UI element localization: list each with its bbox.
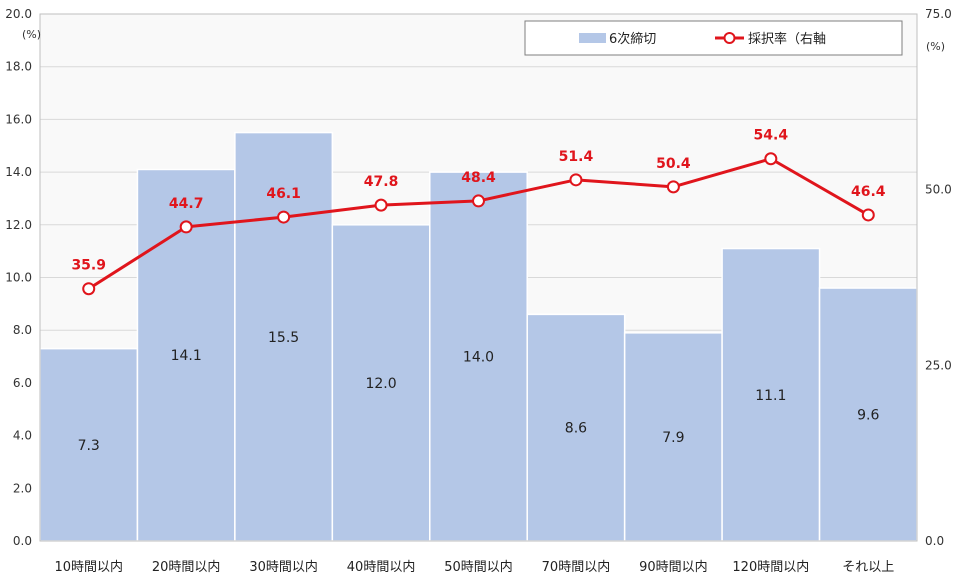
left-axis-ticks: 0.0 2.0 4.0 6.0 8.0 10.0 12.0 14.0 16.0 18.0 20.0: [5, 7, 32, 548]
left-tick-label: 4.0: [13, 429, 32, 443]
bar: [623, 332, 723, 542]
category-label: 50時間以内: [444, 559, 513, 575]
bar-value-label: 7.9: [662, 430, 684, 446]
rate-value-label: 50.4: [656, 156, 691, 172]
bar-value-labels: 7.3 14.1 15.5 12.0 14.0 8.6 7.9 11.1 9.6: [78, 330, 880, 454]
bar-value-label: 11.1: [755, 388, 786, 404]
left-tick-label: 8.0: [13, 323, 32, 337]
rate-point: [179, 220, 193, 234]
left-tick-label: 20.0: [5, 7, 32, 21]
right-axis-ticks: 0.0 25.0 50.0 75.0: [925, 7, 952, 548]
rate-value-label: 44.7: [169, 196, 204, 212]
bar: [234, 131, 334, 542]
bar-value-label: 7.3: [78, 438, 100, 454]
legend-bar-swatch: [579, 33, 606, 43]
left-tick-label: 10.0: [5, 271, 32, 285]
category-label: 70時間以内: [542, 559, 611, 575]
right-axis-unit: (%): [926, 40, 945, 53]
rate-point: [569, 173, 583, 187]
plot-border: [39, 13, 918, 542]
legend-bar-label: 6次締切: [609, 31, 656, 47]
rate-value-label: 46.1: [266, 186, 301, 202]
right-tick-label: 50.0: [925, 183, 952, 197]
bar-value-label: 8.6: [565, 421, 587, 437]
rate-point: [666, 180, 680, 194]
left-tick-label: 16.0: [5, 112, 32, 126]
left-tick-label: 6.0: [13, 376, 32, 390]
bars-group: [39, 131, 918, 542]
rate-value-label: 35.9: [71, 258, 106, 274]
category-label: 10時間以内: [54, 559, 123, 575]
rate-point: [277, 210, 291, 224]
left-axis-unit: (%): [22, 28, 41, 41]
rate-point: [374, 198, 388, 212]
left-tick-label: 14.0: [5, 165, 32, 179]
left-tick-label: 0.0: [13, 534, 32, 548]
rate-value-label: 48.4: [461, 170, 496, 186]
left-tick-label: 12.0: [5, 218, 32, 232]
rate-value-label: 51.4: [559, 149, 594, 165]
category-label: 120時間以内: [732, 559, 809, 575]
legend-line-marker: [723, 32, 736, 44]
rate-value-label: 54.4: [754, 128, 789, 144]
rate-line-group: [82, 152, 875, 296]
legend-box: [524, 20, 903, 56]
category-label: それ以上: [842, 560, 894, 575]
bar-value-label: 14.0: [463, 350, 494, 366]
category-label: 90時間以内: [639, 559, 708, 575]
right-tick-label: 75.0: [925, 7, 952, 21]
left-tick-label: 18.0: [5, 60, 32, 74]
legend: 6次締切 採択率（右軸: [524, 20, 903, 56]
category-labels: 10時間以内 20時間以内 30時間以内 40時間以内 50時間以内 70時間以内 90時間…: [54, 559, 894, 575]
rate-value-label: 47.8: [364, 174, 399, 190]
bar: [331, 224, 431, 542]
bar-value-label: 9.6: [857, 408, 879, 424]
rate-value-label: 46.4: [851, 184, 886, 200]
category-label: 20時間以内: [152, 559, 221, 575]
legend-line-label: 採択率（右軸: [748, 31, 826, 47]
right-tick-label: 0.0: [925, 534, 944, 548]
plot-frame: [39, 13, 918, 542]
bar: [721, 247, 821, 542]
bar-value-label: 12.0: [365, 376, 396, 392]
rate-point: [82, 282, 96, 296]
bar-value-label: 15.5: [268, 330, 299, 346]
category-label: 40時間以内: [347, 559, 416, 575]
bar-value-label: 14.1: [171, 348, 202, 364]
rate-point: [764, 152, 778, 166]
left-tick-label: 2.0: [13, 481, 32, 495]
rate-point: [472, 194, 485, 208]
category-label: 30時間以内: [249, 559, 318, 575]
bar: [818, 287, 918, 542]
rate-value-labels: 35.9 44.7 46.1 47.8 48.4 51.4 50.4 54.4 46.4: [71, 128, 885, 274]
rate-point: [861, 208, 875, 222]
bar: [526, 313, 626, 542]
right-tick-label: 25.0: [925, 358, 952, 372]
